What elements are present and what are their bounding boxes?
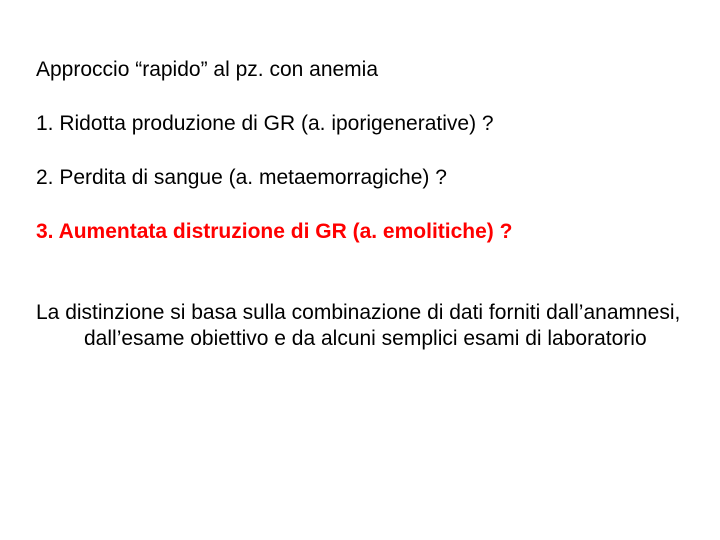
- list-item-2: 2. Perdita di sangue (a. metaemorragiche…: [36, 166, 684, 190]
- list-item-3: 3. Aumentata distruzione di GR (a. emoli…: [36, 220, 684, 244]
- slide-paragraph: La distinzione si basa sulla combinazion…: [36, 300, 684, 353]
- slide: Approccio “rapido” al pz. con anemia 1. …: [0, 0, 720, 540]
- list-item-1: 1. Ridotta produzione di GR (a. iporigen…: [36, 112, 684, 136]
- slide-title: Approccio “rapido” al pz. con anemia: [36, 58, 684, 82]
